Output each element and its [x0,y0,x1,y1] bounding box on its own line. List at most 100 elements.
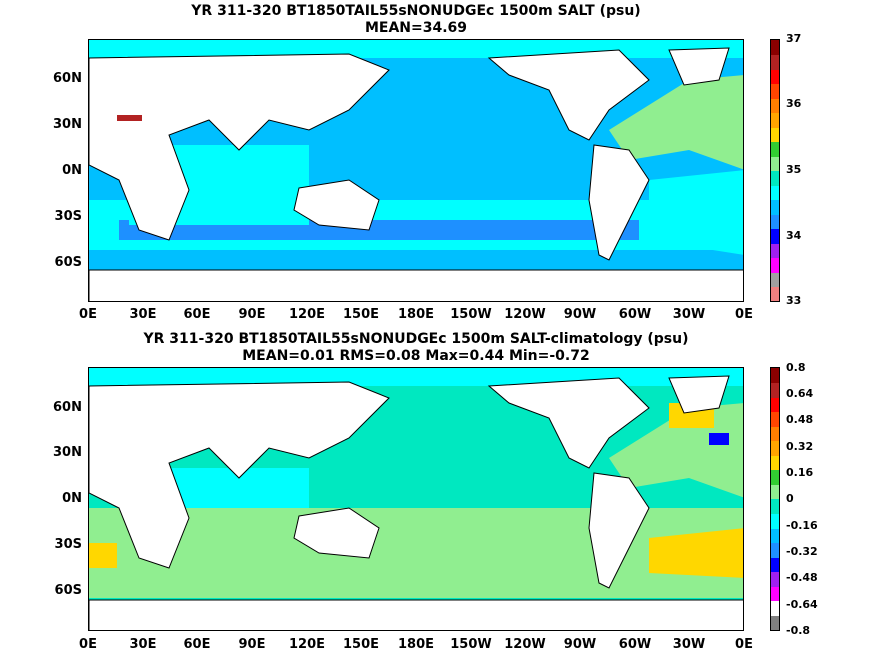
panel2-colorbar-label: -0.64 [786,598,818,611]
panel2-colorbar-label: 0.48 [786,413,814,426]
panel2-lon-label: 150E [342,637,380,652]
panel1-colorbar-label: 36 [786,97,802,110]
panel1-lon-label: 150E [342,307,380,322]
panel2-lon-label: 150W [450,637,492,652]
south-atlantic-region [649,528,743,578]
panel2-lat-label: 30S [54,537,82,552]
panel1-map-svg [89,40,743,301]
panel1-lon-label: 30E [129,307,157,322]
greenland [668,47,730,86]
colorbar-swatch [771,382,779,398]
panel2-colorbar-label: 0 [786,492,794,505]
panel2-colorbar-label: -0.32 [786,545,818,558]
panel1-lon-label: 60E [183,307,211,322]
colorbar-swatch [771,528,779,544]
colorbar-swatch [771,112,779,128]
panel2-colorbar-label: -0.48 [786,571,818,584]
southern-deep-band [89,568,743,598]
panel1-colorbar-label: 35 [786,163,802,176]
colorbar-swatch [771,286,779,301]
australia [293,179,380,231]
colorbar-swatch [771,615,779,630]
colorbar-swatch [771,141,779,157]
south-america [588,472,650,589]
panel1-lon-label: 120W [504,307,546,322]
colorbar-swatch [771,272,779,287]
panel1-map [88,39,744,302]
panel1-lat-label: 30S [54,209,82,224]
panel1-lon-label: 90W [563,307,597,322]
colorbar-swatch [771,600,779,616]
panel2-lon-label: 30E [129,637,157,652]
panel2-lon-label: 60W [618,637,652,652]
panel2-colorbar-label: -0.16 [786,519,818,532]
colorbar-swatch [771,513,779,529]
panel1-subtitle: MEAN=34.69 [364,20,468,36]
colorbar-swatch [771,40,779,55]
colorbar-swatch [771,469,779,485]
panel1-title: YR 311-320 BT1850TAIL55sNONUDGEc 1500m S… [191,3,641,19]
panel1-lon-label: 30W [672,307,706,322]
north-atlantic-region [609,75,743,170]
panel1-colorbar-label: 33 [786,294,802,307]
eurasia-africa [89,53,390,241]
north-america [487,377,650,469]
panel2-lon-label: 0E [735,637,753,652]
panel2-colorbar-label: 0.8 [786,361,806,374]
colorbar-swatch [771,228,779,244]
panel2-lon-label: 90W [563,637,597,652]
panel2-lon-label: 30W [672,637,706,652]
colorbar-swatch [771,214,779,229]
panel2-lat-label: 60N [53,400,82,415]
colorbar-swatch [771,411,779,427]
colorbar-swatch [771,499,779,514]
eurasia-africa [89,381,390,569]
colorbar-swatch [771,455,779,471]
panel1-lon-label: 0E [79,307,97,322]
panel1-lat-label: 60N [53,71,82,86]
mediterranean [117,115,142,121]
panel2-colorbar-label: 0.64 [786,387,814,400]
colorbar-swatch [771,69,779,84]
arctic-band [89,368,743,386]
panel2-lat-label: 30N [53,445,82,460]
greenland [668,375,730,414]
panel1-lon-label: 120E [288,307,326,322]
colorbar-swatch [771,199,779,215]
colorbar-swatch [771,440,779,456]
panel2-lon-label: 90E [238,637,266,652]
colorbar-swatch [771,571,779,587]
panel1-lon-label: 0E [735,307,753,322]
panel2-map-svg [89,368,743,630]
arctic-band [89,40,743,58]
colorbar-swatch [771,98,779,113]
colorbar-swatch [771,557,779,573]
panel2-title: YR 311-320 BT1850TAIL55sNONUDGEc 1500m S… [143,331,689,347]
panel2-subtitle: MEAN=0.01 RMS=0.08 Max=0.44 Min=-0.72 [242,348,590,364]
colorbar-swatch [771,368,779,383]
colorbar-swatch [771,156,779,171]
panel1-lon-label: 90E [238,307,266,322]
continents [89,47,743,301]
south-atlantic-region [649,170,743,255]
panel2-colorbar-label: 0.16 [786,466,814,479]
antarctica [89,599,743,630]
south-america [588,144,650,261]
panel1-lat-label: 30N [53,117,82,132]
panel1-colorbar [770,39,780,302]
colorbar-swatch [771,397,779,413]
panel2-lon-label: 60E [183,637,211,652]
australia [293,507,380,559]
panel1-colorbar-label: 34 [786,229,802,242]
panel1-lon-label: 180E [397,307,435,322]
panel2-lat-label: 0N [62,491,82,506]
panel2-lat-label: 60S [54,583,82,598]
colorbar-swatch [771,257,779,273]
panel1-lon-label: 60W [618,307,652,322]
panel2-colorbar-label: -0.8 [786,624,811,637]
colorbar-swatch [771,185,779,200]
panel2-colorbar [770,367,780,631]
panel1-lat-label: 0N [62,163,82,178]
antarctica [89,269,743,301]
